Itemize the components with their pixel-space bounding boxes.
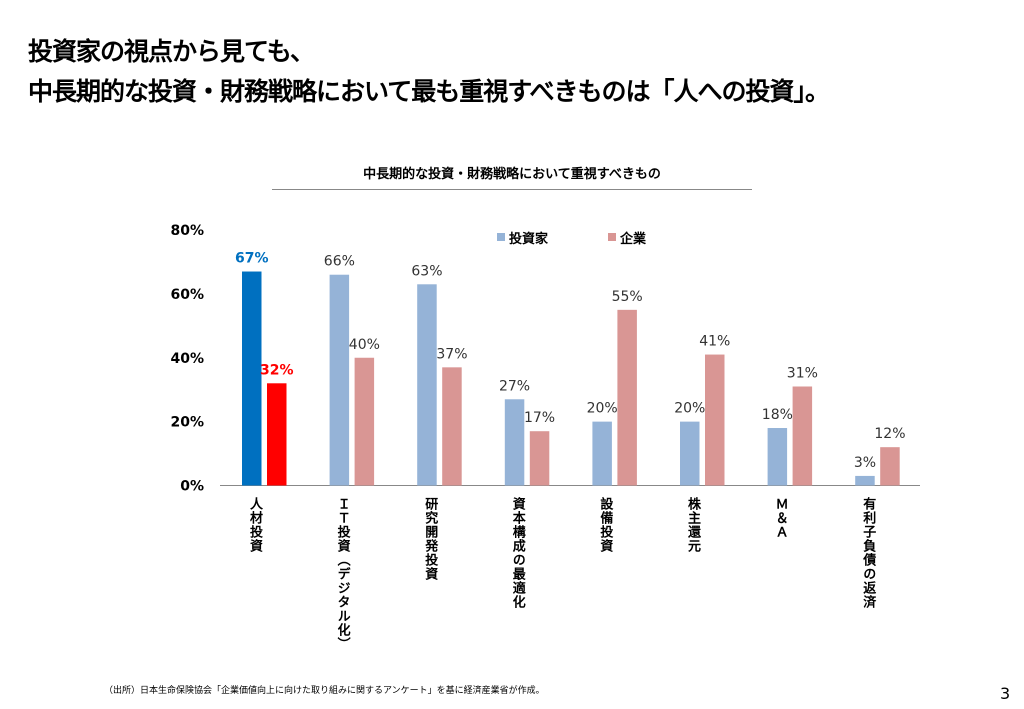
data-label: 27% — [499, 378, 530, 394]
y-tick-label: 0% — [180, 479, 204, 495]
category-label: 設備投資 — [597, 497, 613, 553]
y-tick-label: 40% — [170, 351, 204, 367]
category-label: 人材投資 — [247, 497, 262, 553]
data-label: 20% — [587, 401, 618, 417]
category-label: ＩＴ投資（デジタル化） — [334, 497, 350, 651]
bar-investor — [855, 475, 875, 486]
data-label: 41% — [699, 334, 730, 350]
bar-company — [792, 386, 813, 486]
slide-title-line2: 中長期的な投資・財務戦略において最も重視すべきものは「人への投資」。 — [28, 77, 830, 106]
legend-label: 投資家 — [509, 231, 549, 247]
data-label: 66% — [324, 254, 355, 270]
chart-title: 中長期的な投資・財務戦略において重視すべきもの — [363, 167, 661, 182]
y-tick-label: 80% — [170, 223, 204, 239]
bar-company — [267, 383, 287, 486]
bar-company — [705, 354, 725, 486]
bar-investor — [329, 274, 350, 486]
category-label: 有利子負債の返済 — [860, 497, 876, 609]
bar-company — [442, 367, 462, 486]
bar-investor — [417, 284, 437, 486]
bar-investor — [242, 271, 262, 486]
bar-investor — [680, 421, 700, 486]
data-label: 32% — [260, 362, 294, 378]
bar-investor — [504, 399, 525, 486]
category-label: 研究開発投資 — [422, 497, 438, 581]
category-label: 株主還元 — [685, 497, 700, 553]
page-number: 3 — [1000, 684, 1011, 703]
chart-title-underline — [272, 189, 752, 190]
data-label: 37% — [436, 346, 467, 362]
slide-title-line1: 投資家の視点から見ても、 — [28, 37, 315, 66]
bar-investor — [592, 421, 612, 486]
bar-company — [880, 447, 900, 486]
category-label: 資本構成の最適化 — [509, 497, 525, 609]
data-label: 40% — [349, 337, 380, 353]
legend-label: 企業 — [619, 231, 647, 247]
y-tick-label: 60% — [170, 287, 204, 303]
bar-company — [529, 431, 550, 486]
y-tick-label: 20% — [170, 415, 204, 431]
category-label: Ｍ＆Ａ — [772, 497, 788, 539]
data-label: 17% — [524, 410, 555, 426]
data-label: 63% — [411, 263, 442, 279]
data-label: 3% — [854, 455, 876, 471]
data-label: 31% — [787, 365, 818, 381]
data-label: 67% — [235, 251, 269, 267]
data-label: 20% — [674, 401, 705, 417]
bar-company — [617, 309, 637, 486]
legend-swatch — [608, 233, 616, 241]
bar-company — [354, 357, 375, 486]
source-note: （出所）日本生命保険協会「企業価値向上に向けた取り組みに関するアンケート」を基に… — [104, 686, 545, 696]
data-label: 12% — [874, 426, 905, 442]
data-label: 55% — [612, 289, 643, 305]
legend-swatch — [497, 233, 505, 241]
bar-investor — [767, 428, 788, 486]
data-label: 18% — [762, 407, 793, 423]
